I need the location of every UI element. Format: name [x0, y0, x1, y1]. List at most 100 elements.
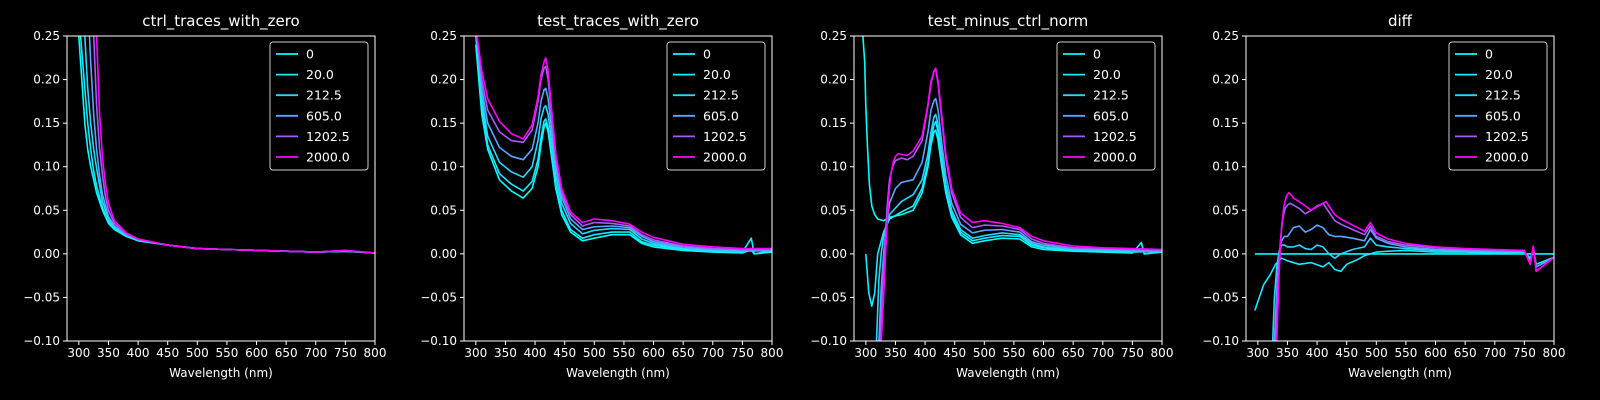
y-tick-label: 0.00	[820, 247, 847, 261]
y-tick-label: 0.25	[33, 29, 60, 43]
series-line-3	[878, 97, 1162, 341]
legend-label-0: 0	[1485, 47, 1493, 62]
plot-area	[1254, 192, 1554, 341]
x-tick-label: 350	[884, 346, 907, 360]
x-tick-label: 550	[612, 346, 635, 360]
x-tick-label: 800	[364, 346, 387, 360]
y-tick-label: 0.10	[33, 160, 60, 174]
plot-area	[862, 36, 1162, 341]
y-tick-label: 0.15	[820, 116, 847, 130]
x-tick-label: 600	[1424, 346, 1447, 360]
legend-label-4: 1202.5	[1485, 129, 1529, 144]
panel-title: diff	[1388, 12, 1413, 30]
x-tick-label: 750	[731, 346, 754, 360]
series-line-5	[880, 67, 1162, 341]
legend-label-1: 20.0	[703, 67, 731, 82]
x-tick-label: 650	[275, 346, 298, 360]
y-tick-label: 0.05	[430, 203, 457, 217]
x-tick-label: 800	[1543, 346, 1566, 360]
x-tick-label: 400	[524, 346, 547, 360]
y-tick-label: 0.25	[1212, 29, 1239, 43]
legend-label-0: 0	[1093, 47, 1101, 62]
legend-label-2: 212.5	[703, 88, 739, 103]
panel-title: test_minus_ctrl_norm	[928, 12, 1089, 31]
y-tick-label: −0.05	[810, 290, 847, 304]
panel-title: ctrl_traces_with_zero	[142, 12, 299, 31]
legend-label-4: 1202.5	[306, 129, 350, 144]
series-line-5	[95, 36, 375, 254]
series-line-4	[1274, 202, 1554, 341]
legend: 0 20.0 212.5 605.0 1202.5 2000.0	[1056, 41, 1156, 171]
series-line-1	[475, 36, 772, 255]
y-tick-label: 0.00	[33, 247, 60, 261]
legend-label-3: 605.0	[703, 108, 739, 123]
y-tick-label: −0.05	[420, 290, 457, 304]
y-tick-label: 0.20	[430, 73, 457, 87]
legend: 0 20.0 212.5 605.0 1202.5 2000.0	[1448, 41, 1548, 171]
x-tick-label: 500	[186, 346, 209, 360]
series-line-0	[862, 36, 1162, 255]
y-tick-label: −0.10	[1202, 334, 1239, 348]
legend-label-3: 605.0	[1485, 108, 1521, 123]
x-tick-label: 650	[672, 346, 695, 360]
axes-frame	[853, 35, 1163, 342]
y-tick-label: 0.20	[1212, 73, 1239, 87]
y-tick-label: 0.05	[33, 203, 60, 217]
legend-label-4: 1202.5	[1093, 129, 1137, 144]
plot-area	[475, 36, 772, 255]
x-tick-label: 800	[761, 346, 784, 360]
panel-title: test_traces_with_zero	[537, 12, 699, 31]
x-tick-label: 750	[1121, 346, 1144, 360]
x-tick-label: 550	[1002, 346, 1025, 360]
x-tick-label: 650	[1454, 346, 1477, 360]
y-tick-label: 0.05	[820, 203, 847, 217]
x-tick-label: 550	[215, 346, 238, 360]
x-tick-label: 500	[1365, 346, 1388, 360]
x-tick-label: 550	[1394, 346, 1417, 360]
x-axis-label: Wavelength (nm)	[1348, 366, 1452, 380]
legend-label-3: 605.0	[306, 108, 342, 123]
panel-ctrl-traces: ctrl_traces_with_zero Wavelength (nm) 30…	[23, 12, 386, 380]
y-tick-label: 0.20	[820, 73, 847, 87]
x-tick-label: 650	[1062, 346, 1085, 360]
y-tick-label: 0.25	[430, 29, 457, 43]
x-tick-label: 500	[583, 346, 606, 360]
legend-label-2: 212.5	[1485, 88, 1521, 103]
legend-label-2: 212.5	[1093, 88, 1129, 103]
legend-label-4: 1202.5	[703, 129, 747, 144]
series-line-0	[475, 44, 772, 255]
x-tick-label: 700	[1091, 346, 1114, 360]
y-tick-label: 0.05	[1212, 203, 1239, 217]
x-tick-label: 450	[943, 346, 966, 360]
x-tick-label: 300	[854, 346, 877, 360]
x-tick-label: 500	[973, 346, 996, 360]
x-tick-label: 600	[245, 346, 268, 360]
y-tick-label: −0.05	[1202, 290, 1239, 304]
legend-label-2: 212.5	[306, 88, 342, 103]
legend-label-1: 20.0	[306, 67, 334, 82]
x-tick-label: 600	[1032, 346, 1055, 360]
series-line-2	[475, 36, 772, 252]
x-tick-label: 350	[1276, 346, 1299, 360]
y-tick-label: 0.15	[1212, 116, 1239, 130]
legend-label-1: 20.0	[1093, 67, 1121, 82]
x-tick-label: 450	[553, 346, 576, 360]
x-axis-label: Wavelength (nm)	[956, 366, 1060, 380]
y-tick-label: 0.20	[33, 73, 60, 87]
axes-frame	[66, 35, 376, 342]
series-line-5	[476, 36, 772, 250]
x-tick-label: 700	[1483, 346, 1506, 360]
x-tick-label: 300	[464, 346, 487, 360]
x-axis-label: Wavelength (nm)	[566, 366, 670, 380]
x-tick-label: 300	[1246, 346, 1269, 360]
x-tick-label: 800	[1151, 346, 1174, 360]
y-tick-label: 0.15	[33, 116, 60, 130]
y-tick-label: 0.25	[820, 29, 847, 43]
y-tick-label: 0.15	[430, 116, 457, 130]
x-tick-label: 750	[1513, 346, 1536, 360]
x-tick-label: 700	[304, 346, 327, 360]
plot-area	[78, 36, 375, 254]
legend: 0 20.0 212.5 605.0 1202.5 2000.0	[666, 41, 766, 171]
x-tick-label: 350	[494, 346, 517, 360]
series-line-3	[475, 36, 772, 252]
